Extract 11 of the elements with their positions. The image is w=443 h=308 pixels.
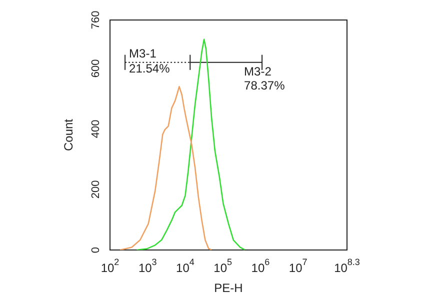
annotation: 21.54% [129,62,170,76]
annotation: 78.37% [244,78,286,93]
x-axis-title: PE-H [214,281,243,296]
series-label: M3-1 [129,46,157,61]
y-tick-label: 0 [90,246,102,254]
y-tick-label: 200 [90,180,102,199]
y-axis-title: Count [62,118,76,152]
y-tick-label: 760 [90,10,102,30]
series-label: M3-2 [244,64,272,79]
y-tick-label: 600 [90,59,102,78]
y-tick-label: 400 [90,120,102,138]
